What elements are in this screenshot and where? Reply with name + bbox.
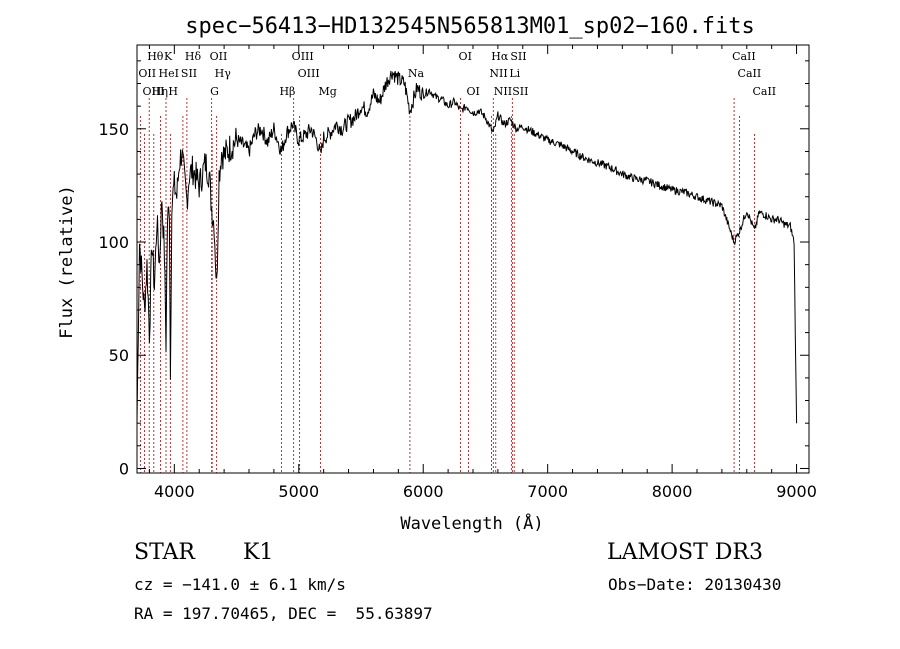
redshift-velocity: cz = −141.0 ± 6.1 km/s [134, 575, 346, 594]
line-label-25: NII [494, 85, 512, 98]
line-label-26: SII [512, 85, 528, 98]
coordinates: RA = 197.70465, DEC = 55.63897 [134, 604, 433, 623]
line-label-10: HeI [159, 67, 179, 80]
line-label-20: H [168, 85, 178, 98]
line-label-24: OI [467, 85, 480, 98]
x-tick-label-0: 4000 [154, 482, 195, 501]
line-label-4: OIII [292, 50, 314, 63]
line-label-27: CaII [752, 85, 776, 98]
line-label-12: Hγ [215, 67, 232, 80]
x-tick-label-5: 9000 [776, 482, 817, 501]
chart-title: spec−56413−HD132545N565813M01_sp02−160.f… [185, 14, 755, 39]
y-axis-label: Flux (relative) [57, 185, 77, 339]
line-label-14: Na [408, 67, 425, 80]
y-tick-label-1: 50 [109, 346, 129, 365]
line-label-0: Hθ [147, 50, 164, 63]
plot-frame [136, 44, 810, 474]
line-label-5: OI [459, 50, 472, 63]
line-label-23: Mg [319, 85, 337, 98]
line-label-15: NII [489, 67, 507, 80]
x-tick-label-2: 6000 [403, 482, 444, 501]
survey-name: LAMOST DR3 [607, 540, 763, 565]
line-label-11: SII [181, 67, 197, 80]
x-tick-label-3: 7000 [527, 482, 568, 501]
line-label-17: CaII [738, 67, 762, 80]
line-label-3: OII [210, 50, 228, 63]
line-label-6: Hα [491, 50, 509, 63]
line-label-1: K [164, 50, 173, 63]
line-label-19: Hη [152, 85, 168, 98]
line-label-13: OIII [298, 67, 320, 80]
line-label-7: SII [510, 50, 526, 63]
line-label-22: Hβ [279, 85, 295, 98]
line-label-21: G [210, 85, 219, 98]
y-tick-label-3: 150 [98, 120, 129, 139]
y-tick-label-0: 0 [119, 459, 129, 478]
observation-date: Obs−Date: 20130430 [608, 575, 782, 594]
object-class: STAR [134, 540, 195, 565]
line-label-16: Li [509, 67, 520, 80]
line-label-8: CaII [732, 50, 756, 63]
object-subclass: K1 [243, 540, 274, 565]
line-label-9: OII [138, 67, 156, 80]
x-axis-label: Wavelength (Å) [400, 512, 543, 534]
line-label-2: Hδ [185, 50, 202, 63]
x-tick-label-1: 5000 [278, 482, 319, 501]
y-tick-label-2: 100 [98, 233, 129, 252]
line-label-18: OIII [142, 85, 164, 98]
axis-ticks: 4000 5000 6000 7000 8000 9000 0 50 100 150 [98, 45, 817, 501]
flux-line [136, 70, 798, 424]
x-tick-label-4: 8000 [652, 482, 693, 501]
